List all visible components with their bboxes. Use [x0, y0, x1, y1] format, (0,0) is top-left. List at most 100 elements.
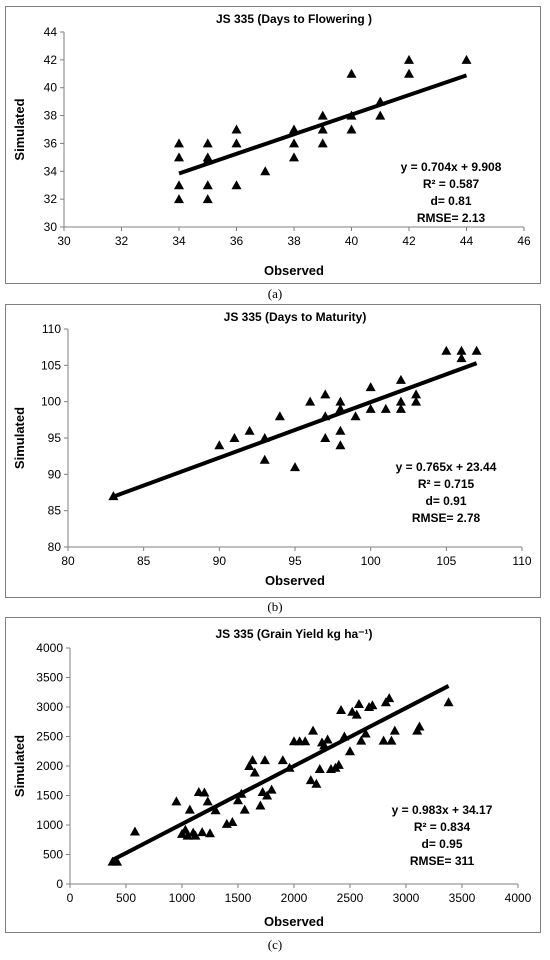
data-point [339, 731, 350, 741]
data-point [335, 425, 346, 435]
data-point [231, 138, 242, 148]
data-point [353, 699, 364, 709]
data-point [305, 775, 316, 785]
data-point [290, 462, 300, 472]
y-tick-label: 4000 [36, 641, 63, 655]
x-tick-label: 90 [213, 554, 227, 568]
x-tick-label: 500 [116, 891, 136, 905]
data-point [266, 784, 277, 794]
data-point [239, 804, 250, 814]
x-tick-label: 80 [61, 554, 75, 568]
fit-annotation: y = 0.704x + 9.908 [401, 160, 502, 174]
data-point [171, 796, 182, 806]
fit-annotation: d= 0.95 [421, 837, 462, 851]
chart-title: JS 335 (Grain Yield kg ha⁻¹) [215, 627, 372, 641]
x-tick-label: 95 [288, 554, 302, 568]
x-tick-label: 42 [402, 234, 416, 248]
data-point [322, 734, 333, 744]
data-point [274, 411, 285, 421]
data-point [319, 740, 330, 750]
y-tick-label: 95 [48, 431, 62, 445]
y-tick-label: 2500 [36, 730, 63, 744]
y-tick-label: 1000 [36, 818, 63, 832]
data-point [202, 155, 213, 165]
caption-a: (a) [267, 286, 283, 301]
data-point [456, 345, 467, 355]
x-tick-label: 46 [517, 234, 531, 248]
data-point [259, 755, 270, 765]
data-point [411, 396, 422, 406]
data-point [289, 152, 299, 162]
data-point [335, 396, 346, 406]
y-tick-label: 42 [44, 53, 58, 67]
chart-title: JS 335 (Days to Flowering ) [216, 12, 372, 26]
fit-annotation: y = 0.765x + 23.44 [396, 460, 497, 474]
data-point [317, 138, 328, 148]
fit-annotation: R² = 0.834 [414, 820, 471, 834]
data-point [365, 403, 376, 413]
data-point [305, 396, 316, 406]
data-point [262, 790, 273, 800]
x-tick-label: 110 [512, 554, 531, 568]
data-point [202, 796, 213, 806]
fit-annotation: RMSE= 2.78 [412, 511, 481, 525]
data-point [244, 425, 255, 435]
x-tick-label: 0 [67, 891, 74, 905]
data-point [395, 403, 406, 413]
data-point [236, 788, 247, 798]
x-tick-label: 1500 [225, 891, 252, 905]
data-point [231, 180, 242, 190]
data-point [395, 396, 406, 406]
data-point [335, 440, 346, 450]
data-point [284, 762, 295, 772]
data-point [202, 180, 213, 190]
data-point [229, 433, 240, 442]
chart-panel-c: JS 335 (Grain Yield kg ha⁻¹) 0 500 1000 1500… [5, 617, 541, 933]
data-point [244, 761, 255, 770]
data-point [346, 124, 357, 134]
data-point [112, 856, 123, 866]
chart-panel-b: JS 335 (Days to Maturity) 80 85 90 95 100 105 1… [5, 304, 541, 598]
fit-annotation: RMSE= 311 [410, 854, 475, 868]
data-point [255, 800, 266, 810]
data-point [129, 826, 140, 836]
data-point [336, 704, 347, 714]
data-point [199, 787, 210, 797]
data-point [314, 763, 325, 773]
data-point [333, 759, 344, 769]
data-point [174, 194, 184, 204]
data-point [456, 353, 467, 363]
data-point [367, 700, 378, 710]
data-point [346, 110, 357, 120]
fit-annotation: d= 0.81 [430, 194, 471, 208]
y-tick-label: 40 [44, 81, 58, 95]
x-tick-label: 36 [230, 234, 244, 248]
data-point [184, 804, 195, 814]
data-point [260, 166, 271, 176]
data-point [345, 746, 355, 756]
x-tick-label: 2000 [281, 891, 308, 905]
data-point [205, 828, 215, 838]
data-point [182, 830, 193, 840]
x-tick-label: 30 [57, 234, 71, 248]
x-tick-label: 34 [172, 234, 186, 248]
data-point [300, 736, 311, 746]
fit-annotation: y = 0.983x + 34.17 [392, 803, 493, 817]
data-point [320, 411, 331, 421]
y-axis-label: Simulated [12, 407, 27, 469]
chart-title: JS 335 (Days to Maturity) [224, 310, 367, 324]
data-point [214, 440, 225, 450]
data-point [404, 54, 414, 64]
x-axis-label: Observed [265, 573, 325, 588]
x-tick-label: 38 [287, 234, 301, 248]
data-point [365, 382, 376, 392]
data-point [404, 68, 414, 78]
data-point [375, 110, 386, 120]
y-axis-label: Simulated [12, 98, 27, 160]
fit-annotation: R² = 0.715 [418, 477, 475, 491]
data-point [320, 389, 331, 399]
y-tick-label: 100 [41, 395, 61, 409]
data-point [320, 433, 331, 442]
caption-c: (c) [267, 937, 283, 952]
y-tick-label: 0 [56, 877, 63, 891]
